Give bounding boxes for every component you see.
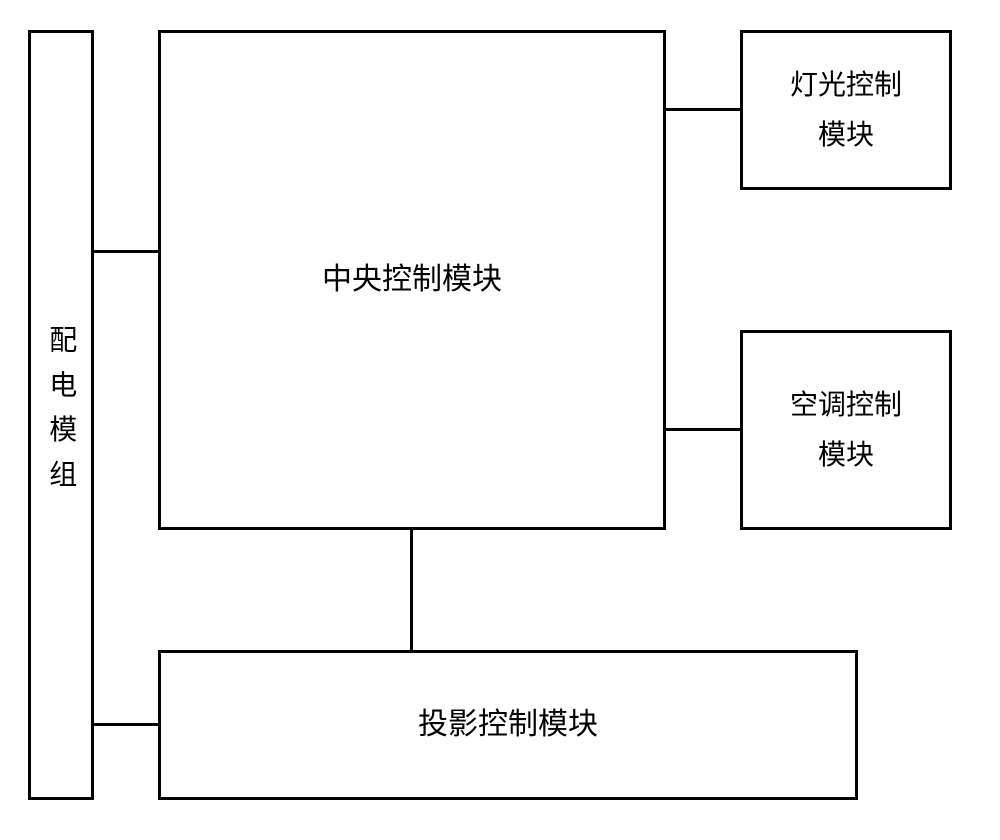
- node-projector-control-label: 投影控制模块: [418, 698, 598, 752]
- edge-power-central: [94, 250, 158, 253]
- node-lighting-control: 灯光控制 模块: [740, 30, 952, 190]
- node-central-control-label: 中央控制模块: [322, 253, 502, 307]
- diagram-canvas: 配电模组 中央控制模块 灯光控制 模块 空调控制 模块 投影控制模块: [0, 0, 1000, 840]
- node-ac-control-label: 空调控制 模块: [790, 380, 902, 481]
- node-ac-control: 空调控制 模块: [740, 330, 952, 530]
- node-central-control: 中央控制模块: [158, 30, 666, 530]
- edge-central-lighting: [666, 108, 740, 111]
- node-power-distribution-label: 配电模组: [36, 325, 86, 504]
- node-power-distribution: 配电模组: [28, 30, 94, 800]
- edge-central-projector: [410, 530, 413, 650]
- edge-power-projector: [94, 723, 158, 726]
- node-lighting-control-label: 灯光控制 模块: [790, 60, 902, 161]
- node-projector-control: 投影控制模块: [158, 650, 858, 800]
- edge-central-ac: [666, 428, 740, 431]
